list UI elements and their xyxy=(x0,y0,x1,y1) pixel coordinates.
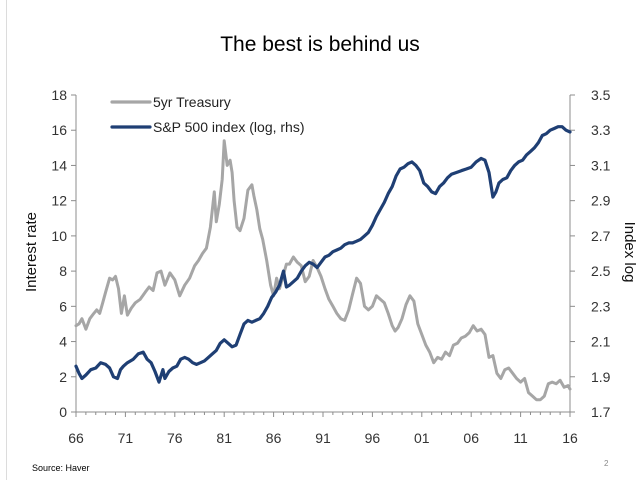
legend-label-5yr-treasury: 5yr Treasury xyxy=(153,94,231,110)
y-tick-left-label: 18 xyxy=(51,87,67,103)
y-tick-left-label: 4 xyxy=(59,334,67,350)
y-tick-left-label: 12 xyxy=(51,193,67,209)
page-number: 2 xyxy=(604,459,609,468)
y-tick-left-label: 6 xyxy=(59,298,67,314)
y-tick-right-label: 3.1 xyxy=(591,157,611,173)
series-line-sp500 xyxy=(74,125,572,384)
chart-title: The best is behind us xyxy=(220,33,420,56)
slide-left-rule xyxy=(6,0,7,480)
legend: 5yr Treasury S&P 500 index (log, rhs) xyxy=(110,94,305,135)
y-tick-right-label: 2.1 xyxy=(591,334,611,350)
source-note: Source: Haver xyxy=(32,463,90,473)
y-tick-right-label: 3.5 xyxy=(591,87,611,103)
y-tick-right-label: 3.3 xyxy=(591,122,611,138)
y-tick-left-label: 14 xyxy=(51,157,67,173)
y-tick-left-label: 2 xyxy=(59,369,67,385)
y-tick-right-label: 2.9 xyxy=(591,193,611,209)
x-tick-label: 96 xyxy=(365,430,381,446)
axes-group: 0 2 4 6 8 10 12 14 16 18 1.7 1.9 2.1 2.3 2.5 2.7 2.9 3.1 3… xyxy=(51,87,610,446)
x-tick-label: 91 xyxy=(315,430,331,446)
y-tick-left-label: 10 xyxy=(51,228,67,244)
x-tick-label: 76 xyxy=(167,430,183,446)
x-tick-label: 71 xyxy=(118,430,134,446)
series-layer xyxy=(74,125,572,402)
x-tick-label: 11 xyxy=(513,430,528,446)
legend-label-sp500: S&P 500 index (log, rhs) xyxy=(153,119,305,135)
series-line-5yr-treasury xyxy=(74,139,572,402)
y-tick-left-label: 0 xyxy=(59,404,67,420)
y-tick-left-label: 16 xyxy=(51,122,67,138)
x-tick-label: 06 xyxy=(463,430,479,446)
x-tick-label: 81 xyxy=(216,430,232,446)
y-tick-left-label: 8 xyxy=(59,263,67,279)
y-axis-title-left: Interest rate xyxy=(23,212,40,292)
y-tick-right-label: 1.9 xyxy=(591,369,611,385)
x-tick-label: 01 xyxy=(414,430,430,446)
x-tick-label: 66 xyxy=(68,430,84,446)
x-tick-label: 16 xyxy=(562,430,578,446)
y-tick-right-label: 2.5 xyxy=(591,263,611,279)
y-tick-right-label: 2.3 xyxy=(591,298,611,314)
x-tick-label: 86 xyxy=(266,430,282,446)
y-tick-right-label: 2.7 xyxy=(591,228,611,244)
y-axis-title-right: Index log xyxy=(621,222,638,283)
y-tick-right-label: 1.7 xyxy=(591,404,611,420)
